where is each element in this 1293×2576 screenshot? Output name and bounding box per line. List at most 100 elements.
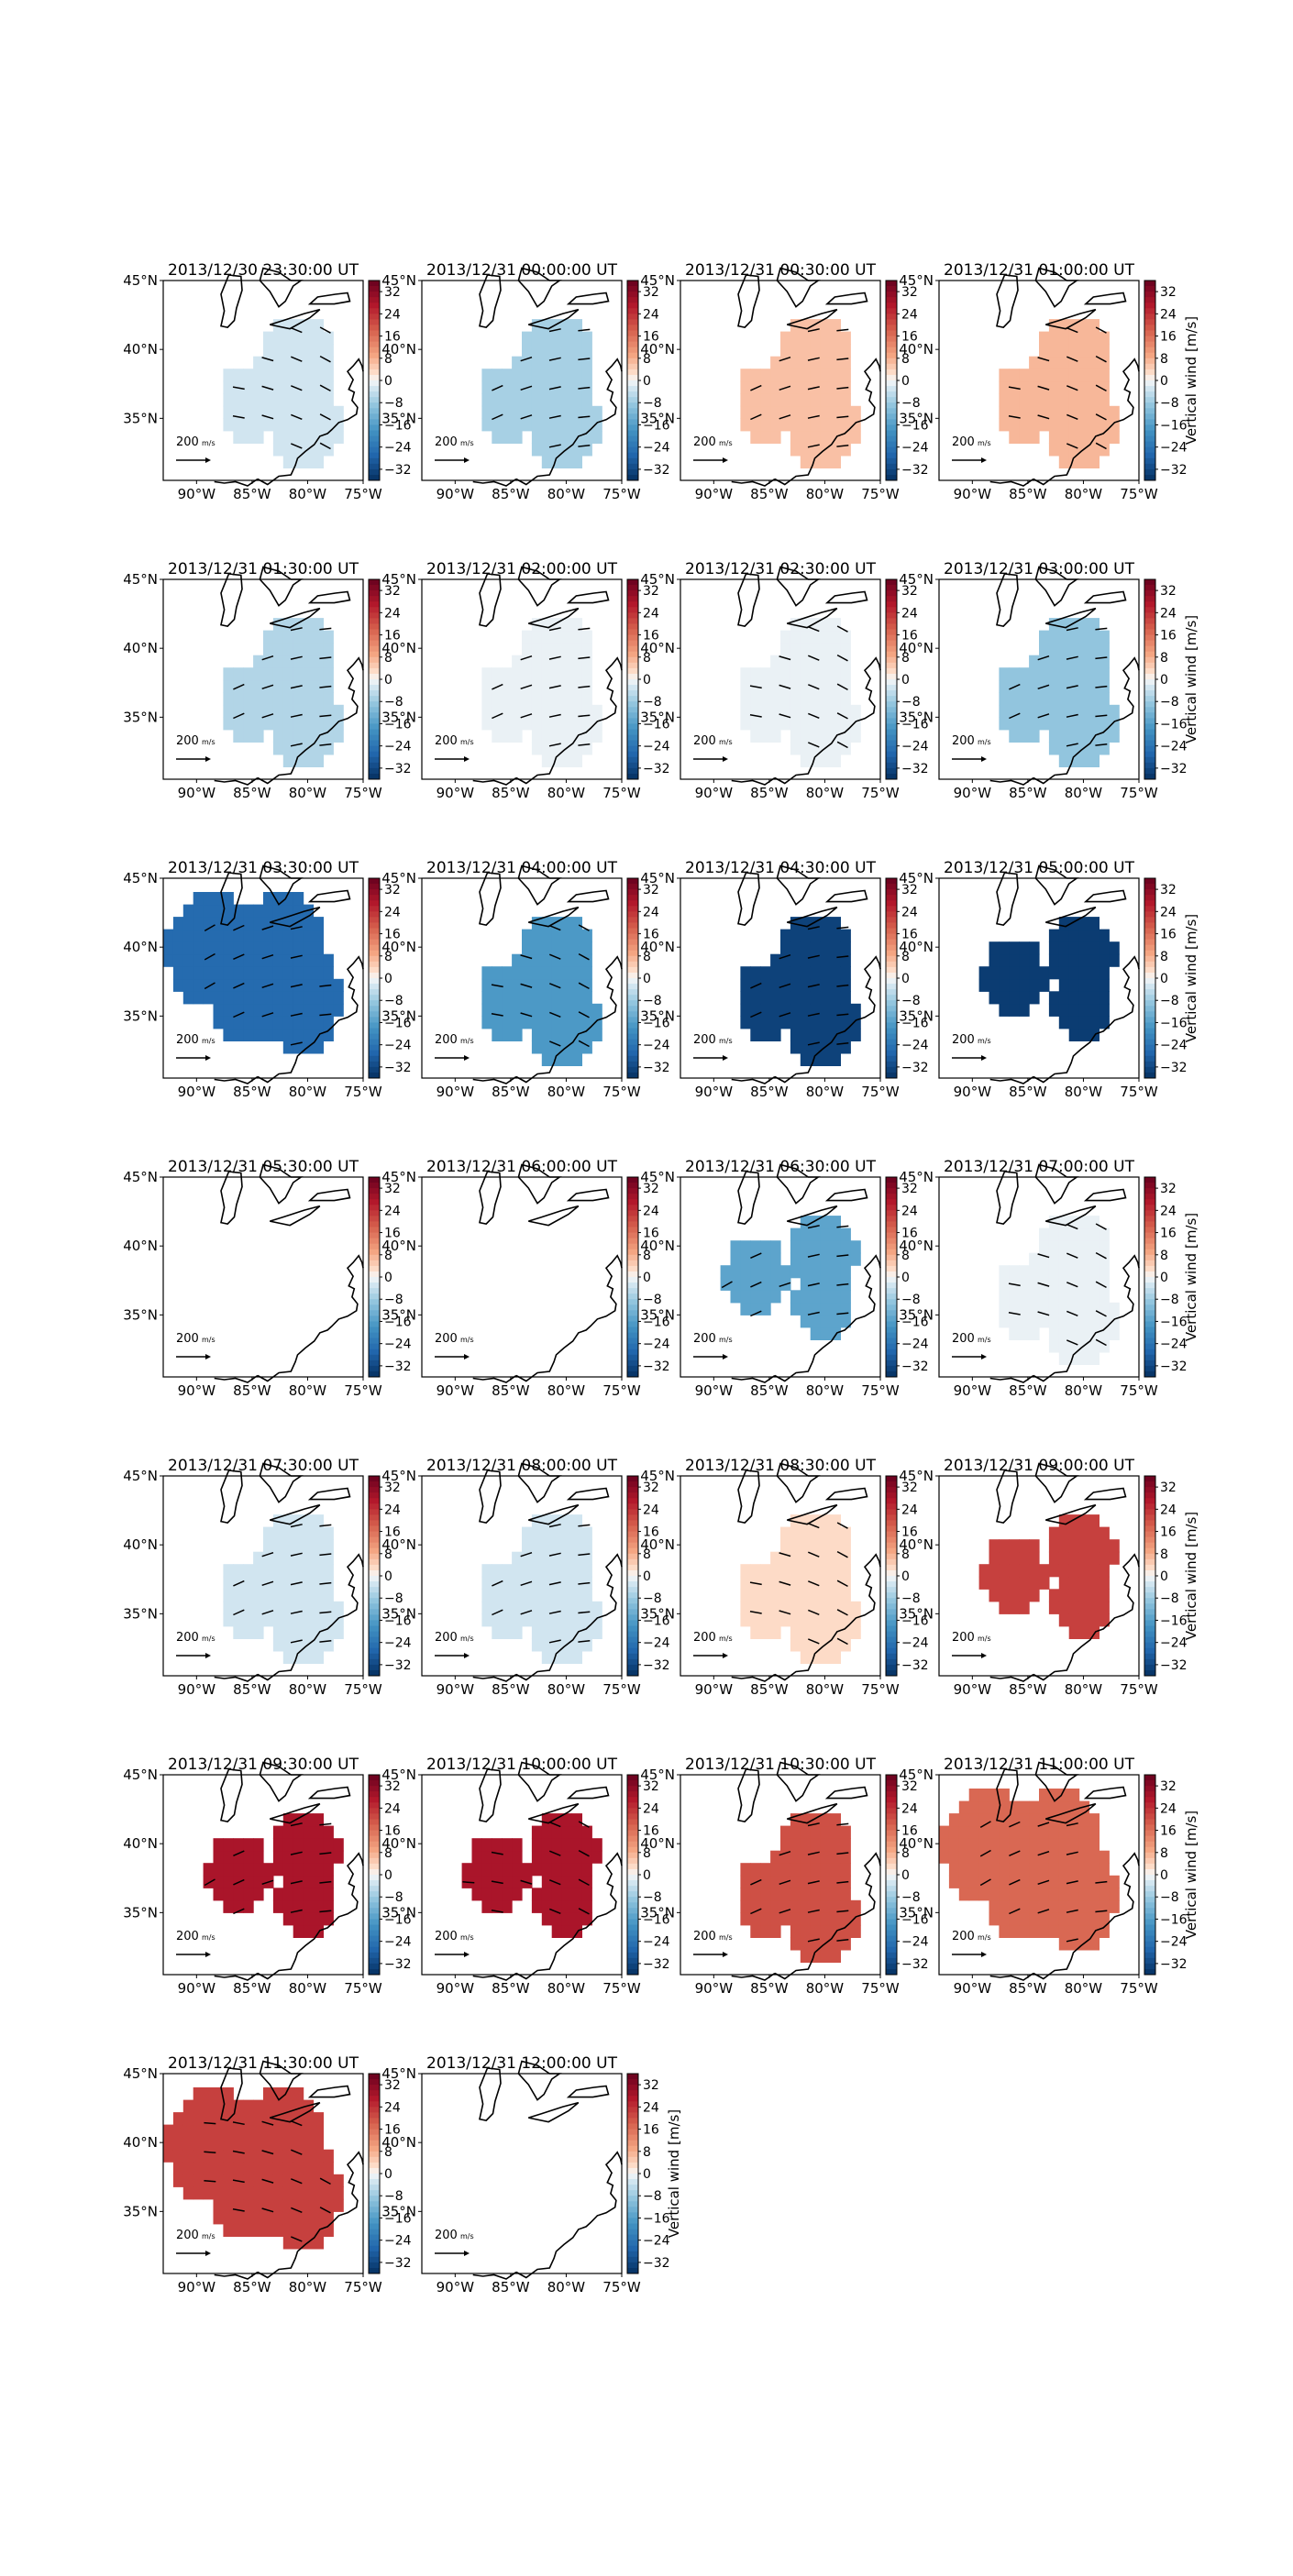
field-cell: [282, 679, 294, 693]
colorbar-segment: [886, 696, 897, 702]
field-cell: [790, 1850, 801, 1864]
field-cell: [999, 1825, 1010, 1839]
wind-vector: [548, 627, 561, 632]
wind-vector: [1066, 1822, 1078, 1827]
field-cell: [770, 1564, 781, 1578]
colorbar-segment: [369, 369, 380, 376]
colorbar-segment: [886, 1288, 897, 1294]
axes-frame: [938, 1475, 1140, 1677]
quiver-key-arrowhead: [464, 457, 470, 463]
colorbar-segment: [627, 955, 638, 963]
colorbar-segment: [886, 685, 897, 691]
gulf-coast: [214, 2271, 259, 2280]
field-cell: [253, 2198, 264, 2212]
field-cell: [1099, 1613, 1110, 1627]
field-cell: [571, 369, 582, 382]
colorbar-tick-label: −16: [384, 2211, 412, 2226]
field-cell: [172, 966, 184, 980]
field-cell: [1009, 991, 1020, 1005]
field-cell: [203, 2162, 215, 2175]
colorbar-segment: [886, 1006, 897, 1012]
field-cell: [531, 704, 543, 718]
field-cell: [293, 2211, 304, 2225]
field-cell: [233, 393, 244, 407]
colorbar-segment: [627, 1569, 638, 1577]
quiver-key-label: 200: [176, 435, 199, 449]
field-cell: [770, 679, 781, 693]
field-cell: [243, 1028, 254, 1041]
field-cell: [1078, 1016, 1090, 1029]
colorbar-segment: [886, 1547, 897, 1555]
colorbar-segment: [1144, 319, 1155, 325]
colorbar-tick-label: 24: [1160, 1801, 1177, 1816]
field-cell: [1099, 1277, 1110, 1291]
lon-tick-label: 90°W: [178, 1980, 216, 1997]
colorbar-segment: [627, 884, 638, 890]
field-cell: [282, 1576, 294, 1590]
wind-vector: [779, 1012, 791, 1018]
colorbar-segment: [627, 878, 638, 885]
colorbar-segment: [1144, 878, 1155, 885]
field-cell: [303, 1514, 315, 1528]
field-cell: [1068, 380, 1080, 394]
coastline: [214, 1462, 364, 1682]
colorbar-segment: [369, 1044, 380, 1051]
field-cell: [272, 1551, 284, 1565]
field-cell: [1078, 729, 1090, 743]
field-cell: [531, 1551, 543, 1565]
field-cell: [561, 941, 573, 955]
colorbar-segment: [627, 1227, 638, 1234]
field-cell: [243, 941, 254, 955]
colorbar-segment: [886, 352, 897, 359]
field-cell: [263, 405, 274, 419]
colorbar-segment: [369, 707, 380, 713]
field-cell: [282, 2087, 294, 2101]
colorbar-segment: [369, 297, 380, 303]
colorbar-segment: [1144, 1642, 1155, 1649]
field-cell: [313, 2162, 324, 2175]
panel-title: 2013/12/31 03:30:00 UT: [168, 859, 359, 877]
field-cell: [263, 1613, 274, 1627]
colorbar-segment: [1144, 1332, 1155, 1339]
field-cell: [512, 1625, 523, 1639]
field-cell: [253, 655, 264, 668]
field-cell: [1009, 966, 1020, 980]
colorbar-segment: [886, 1321, 897, 1327]
colorbar-segment: [1144, 640, 1155, 647]
field-cell: [571, 356, 582, 369]
field-cell: [1068, 1290, 1080, 1304]
field-cell: [1048, 356, 1060, 369]
field-cell: [1029, 1924, 1040, 1938]
field-cell: [522, 405, 533, 419]
field-cell: [958, 1838, 970, 1852]
field-cell: [800, 1899, 812, 1913]
field-cell: [790, 630, 801, 644]
field-cell: [313, 618, 324, 632]
field-cell: [323, 2149, 334, 2163]
field-cell: [1029, 1539, 1040, 1553]
colorbar-tick-label: 16: [384, 2123, 401, 2138]
field-cell: [272, 704, 284, 718]
field-cell: [512, 667, 523, 681]
field-cell: [800, 754, 812, 767]
field-cell: [800, 1252, 812, 1266]
field-cell: [1058, 742, 1070, 755]
field-cell: [800, 1216, 812, 1229]
colorbar-segment: [886, 1587, 897, 1593]
atlantic-coast: [515, 358, 623, 486]
field-cell: [531, 1003, 543, 1017]
field-cell: [213, 1016, 224, 1029]
colorbar-tick-label: 24: [384, 1204, 401, 1218]
field-cell: [1019, 1327, 1030, 1340]
field-cell: [1068, 1825, 1080, 1839]
field-cell: [272, 2087, 284, 2101]
field-cell: [591, 1003, 602, 1017]
field-cell: [1099, 369, 1110, 382]
axes-frame: [421, 1774, 623, 1976]
field-cell: [293, 380, 304, 394]
field-cell: [800, 1912, 812, 1926]
lat-tick-label: 35°N: [123, 1007, 158, 1024]
colorbar-segment: [1144, 1249, 1155, 1256]
field-cell: [1019, 1003, 1030, 1017]
